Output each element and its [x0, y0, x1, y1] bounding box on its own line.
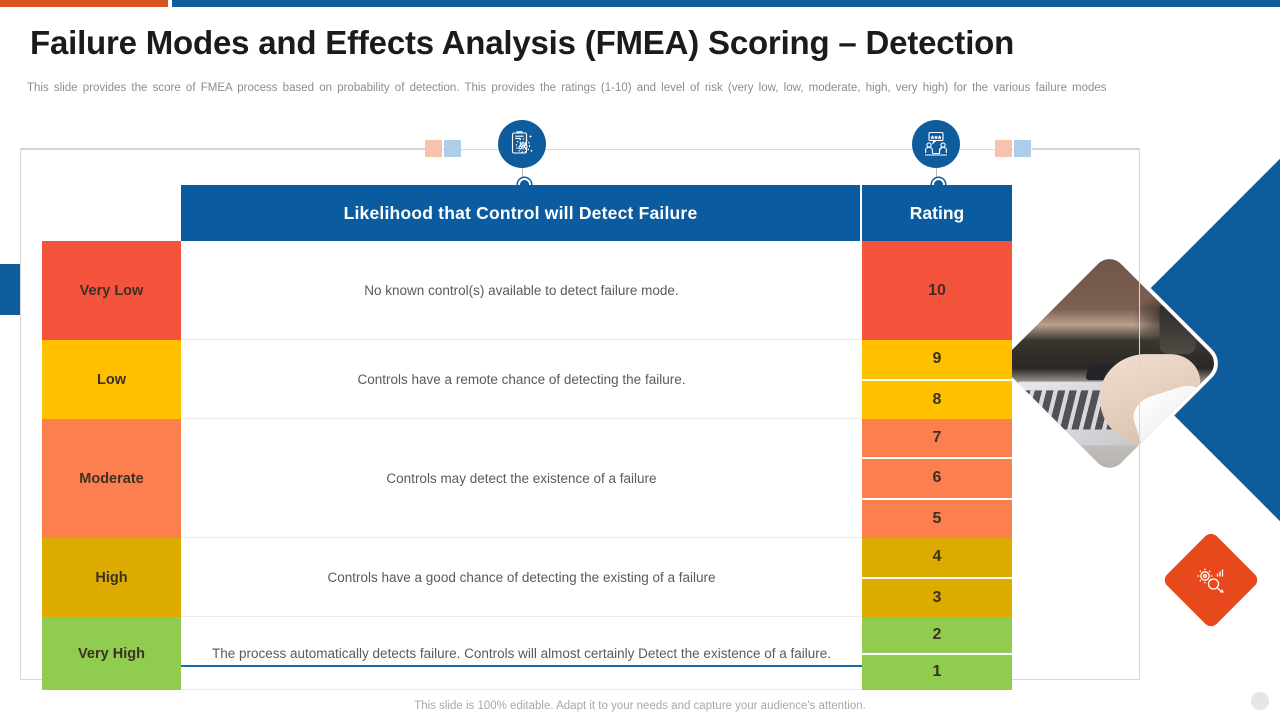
- rating-value: 3: [862, 578, 1012, 617]
- risk-level-label: Moderate: [42, 419, 181, 538]
- people-star-rating-icon: [912, 120, 960, 168]
- top-accent-bar-blue: [172, 0, 1280, 7]
- top-accent-bar-orange: [0, 0, 168, 7]
- table-row: Very High The process automatically detec…: [42, 617, 1012, 690]
- rating-value: 9: [862, 340, 1012, 381]
- risk-level-label: Low: [42, 340, 181, 419]
- table-header-row: Likelihood that Control will Detect Fail…: [42, 185, 1012, 241]
- rating-value: 1: [862, 654, 1012, 690]
- rating-value: 2: [862, 617, 1012, 655]
- decorative-square-pink-left: [425, 140, 442, 157]
- risk-level-label: High: [42, 538, 181, 617]
- table-header-likelihood: Likelihood that Control will Detect Fail…: [181, 185, 862, 241]
- rating-value: 4: [862, 538, 1012, 579]
- table-row: Very Low No known control(s) available to…: [42, 241, 1012, 340]
- rating-group: 10: [862, 241, 1012, 340]
- decorative-square-blue-left: [444, 140, 461, 157]
- rating-value: 5: [862, 499, 1012, 538]
- rating-value: 8: [862, 380, 1012, 419]
- table-header-blank-cell: [42, 185, 181, 241]
- detection-description: Controls have a remote chance of detecti…: [181, 340, 862, 419]
- detection-description: No known control(s) available to detect …: [181, 241, 862, 340]
- left-blue-tab: [0, 264, 20, 315]
- connector-line-right: [1032, 148, 1140, 149]
- decorative-square-blue-right: [1014, 140, 1031, 157]
- detection-description: Controls have a good chance of detecting…: [181, 538, 862, 617]
- connector-line-left: [20, 148, 425, 149]
- rating-value: 7: [862, 419, 1012, 460]
- badge-connector-stem-right: [936, 168, 937, 182]
- page-title: Failure Modes and Effects Analysis (FMEA…: [30, 24, 1015, 61]
- footer-note: This slide is 100% editable. Adapt it to…: [414, 700, 866, 712]
- decorative-square-pink-right: [995, 140, 1012, 157]
- detection-description: Controls may detect the existence of a f…: [181, 419, 862, 538]
- clipboard-sliders-icon: [498, 120, 546, 168]
- risk-level-label: Very High: [42, 617, 181, 690]
- corner-dot-decoration: [1251, 692, 1269, 710]
- table-body: Very Low No known control(s) available to…: [42, 241, 1012, 690]
- fmea-detection-table: Likelihood that Control will Detect Fail…: [42, 185, 1012, 690]
- table-row: Low Controls have a remote chance of dete…: [42, 340, 1012, 419]
- detection-description: The process automatically detects failur…: [181, 617, 862, 690]
- table-bottom-accent-line: [181, 665, 862, 667]
- table-row: High Controls have a good chance of detec…: [42, 538, 1012, 617]
- rating-value: 6: [862, 459, 1012, 500]
- page-subtitle: This slide provides the score of FMEA pr…: [27, 82, 1107, 94]
- table-row: Moderate Controls may detect the existenc…: [42, 419, 1012, 538]
- content-frame-right-edge: [1139, 149, 1140, 680]
- rating-value: 10: [862, 241, 1012, 340]
- risk-level-label: Very Low: [42, 241, 181, 340]
- gear-magnifier-analysis-icon: [1161, 530, 1261, 630]
- badge-connector-stem-left: [522, 168, 523, 182]
- table-header-rating: Rating: [862, 185, 1012, 241]
